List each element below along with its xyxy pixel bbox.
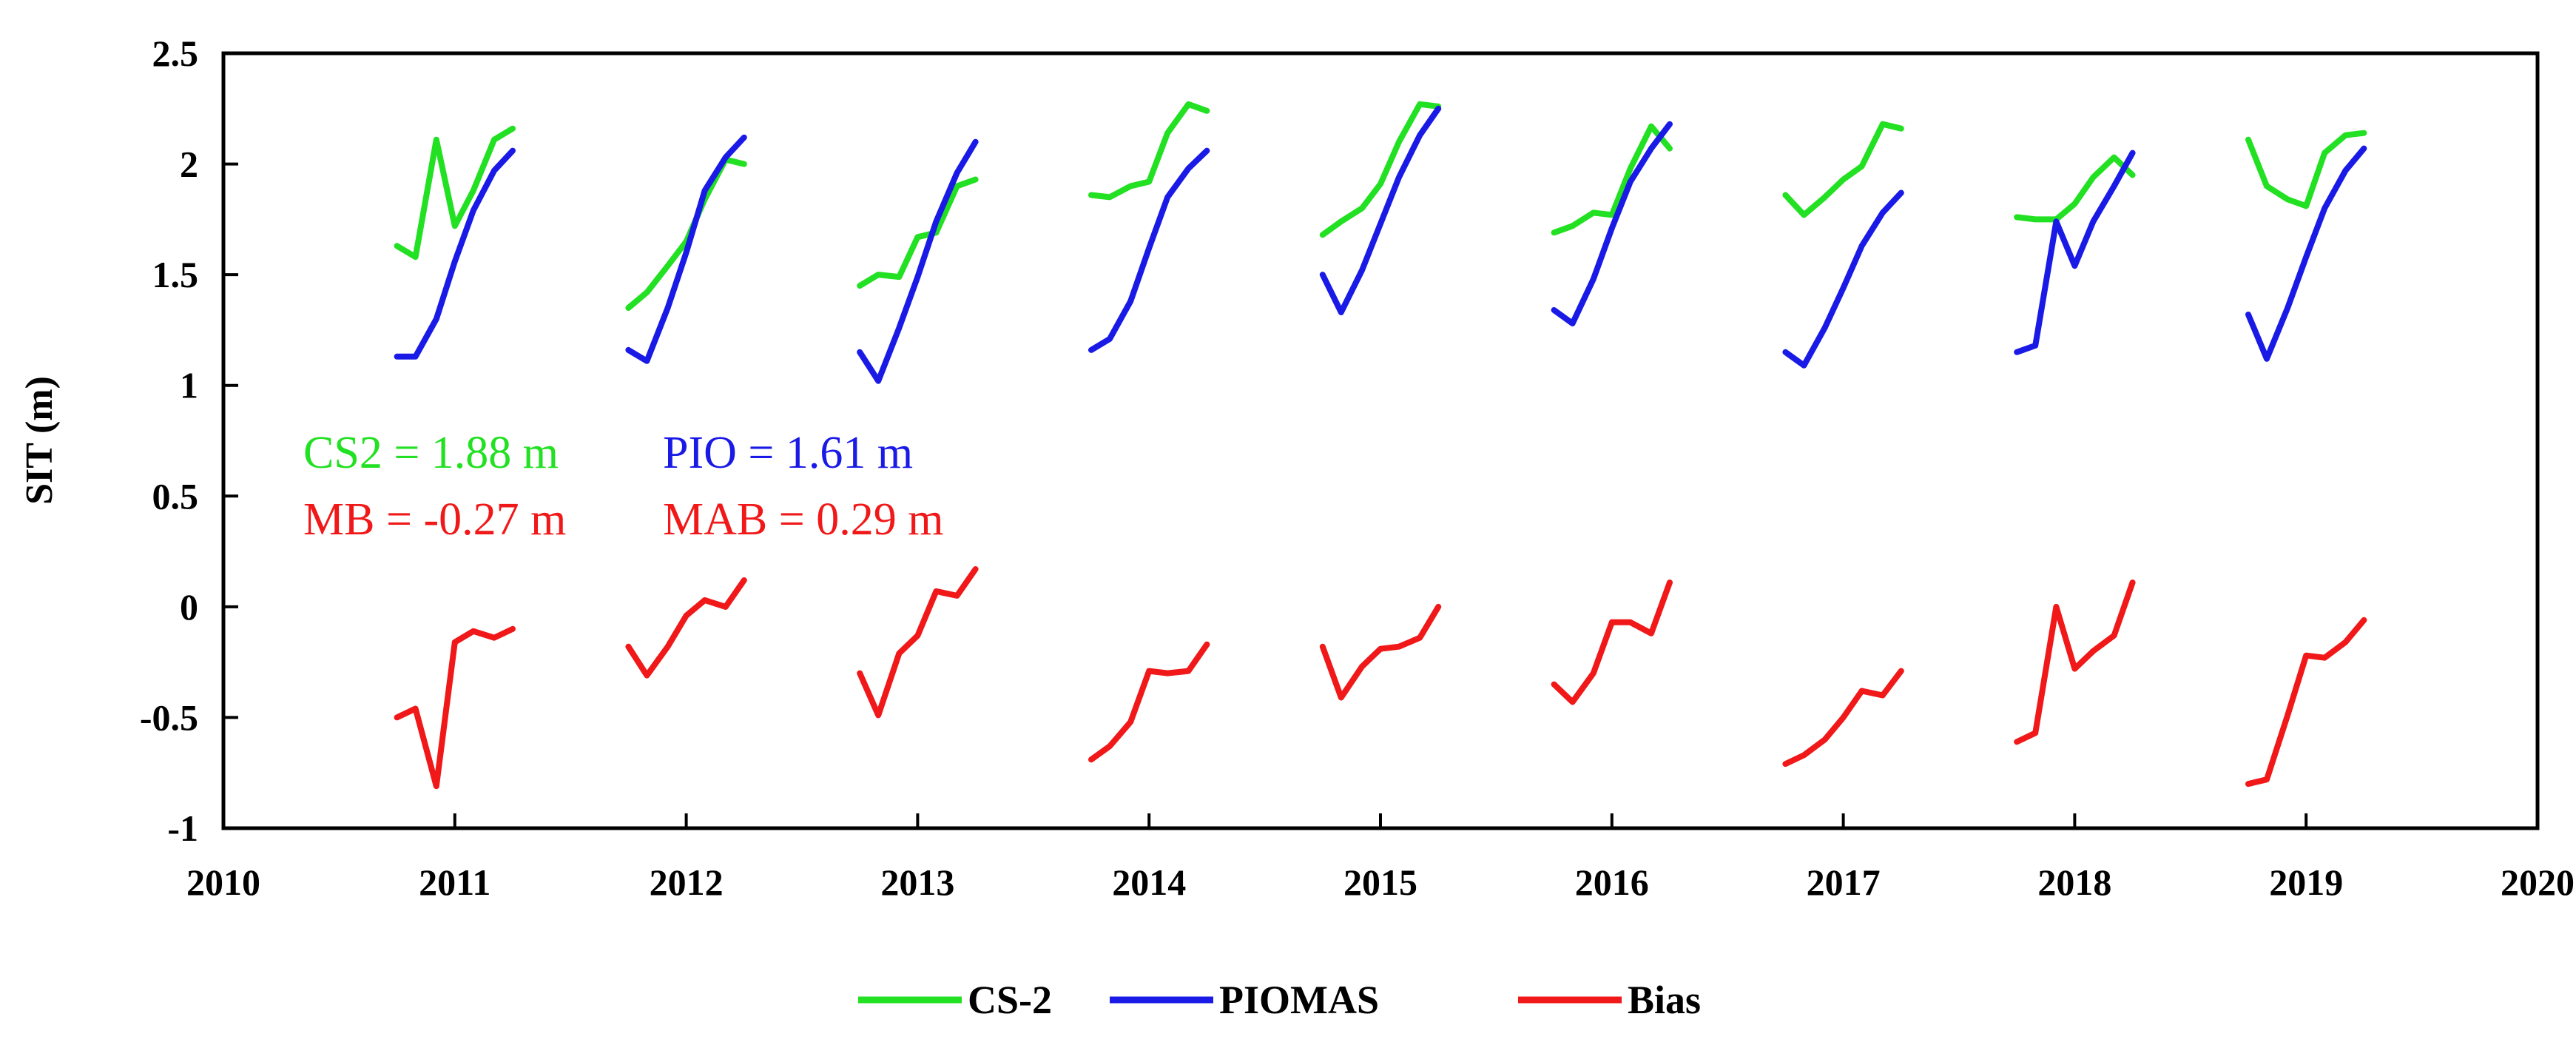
x-tick-label: 2019 — [2269, 861, 2343, 903]
y-axis: -1 -0.5 0 0.5 1 1.5 2 2.5 — [140, 33, 238, 849]
series-line-piomas — [1551, 121, 1673, 326]
series-line-bias — [1088, 641, 1210, 763]
stats-annotations: CS2 = 1.88 m PIO = 1.61 m MB = -0.27 m M… — [303, 428, 943, 545]
x-tick-label: 2013 — [880, 861, 954, 903]
series-line-bias — [857, 566, 979, 719]
series-layer — [394, 101, 2367, 790]
annotation-mean-bias: MB = -0.27 m — [303, 494, 566, 545]
legend-label-cs2: CS-2 — [968, 978, 1052, 1022]
y-tick-label: 1.5 — [152, 254, 199, 295]
y-tick-label: 1 — [180, 365, 198, 406]
x-tick-label: 2016 — [1575, 861, 1649, 903]
legend-item-piomas[interactable]: PIOMAS — [1110, 978, 1379, 1022]
series-line-piomas — [625, 134, 747, 364]
x-axis: 2010 2011 2012 2013 2014 2015 2016 2017 2018 2019… — [186, 813, 2575, 903]
x-tick-label: 2014 — [1112, 861, 1186, 903]
legend: CS-2 PIOMAS Bias — [858, 978, 1701, 1022]
x-tick-label: 2017 — [1807, 861, 1881, 903]
series-line-piomas — [857, 138, 979, 384]
legend-item-bias[interactable]: Bias — [1518, 978, 1701, 1022]
y-tick-label: 2 — [180, 144, 198, 185]
series-line-piomas — [2014, 150, 2136, 355]
y-tick-label: -0.5 — [140, 696, 198, 738]
series-line-cs-2 — [2245, 130, 2367, 209]
legend-label-piomas: PIOMAS — [1219, 978, 1379, 1022]
plot-area-frame — [221, 51, 2540, 830]
series-line-cs-2 — [1551, 123, 1673, 236]
series-line-bias — [394, 625, 516, 790]
series-line-cs-2 — [1782, 121, 1904, 218]
y-tick-label: 0.5 — [152, 475, 199, 517]
series-line-cs-2 — [1088, 101, 1210, 201]
series-line-cs-2 — [625, 156, 747, 311]
series-line-bias — [2245, 617, 2367, 787]
x-tick-label: 2020 — [2501, 861, 2575, 903]
y-tick-label: 2.5 — [152, 33, 199, 74]
series-line-bias — [625, 577, 747, 679]
series-line-bias — [1551, 580, 1673, 705]
series-line-bias — [1782, 668, 1904, 767]
y-axis-title: SIT (m) — [18, 376, 61, 505]
x-tick-label: 2011 — [419, 861, 490, 903]
series-line-cs-2 — [857, 176, 979, 289]
annotation-mean-absolute-bias: MAB = 0.29 m — [663, 494, 943, 545]
annotation-cs2-mean: CS2 = 1.88 m — [303, 428, 559, 478]
series-line-piomas — [1088, 147, 1210, 353]
y-tick-label: -1 — [167, 807, 198, 849]
y-tick-label: 0 — [180, 586, 198, 628]
series-line-piomas — [1782, 189, 1904, 369]
legend-label-bias: Bias — [1628, 978, 1701, 1022]
series-line-bias — [2014, 580, 2136, 745]
annotation-pio-mean: PIO = 1.61 m — [663, 428, 913, 478]
legend-item-cs2[interactable]: CS-2 — [858, 978, 1052, 1022]
x-tick-label: 2015 — [1343, 861, 1417, 903]
series-line-bias — [1319, 603, 1442, 701]
series-line-cs-2 — [2014, 154, 2136, 223]
series-line-piomas — [394, 147, 516, 360]
series-line-piomas — [1319, 105, 1442, 315]
series-line-cs-2 — [1319, 101, 1442, 238]
series-line-piomas — [2245, 145, 2367, 362]
x-tick-label: 2010 — [186, 861, 260, 903]
series-line-cs-2 — [394, 125, 516, 261]
x-tick-label: 2012 — [650, 861, 724, 903]
x-tick-label: 2018 — [2037, 861, 2111, 903]
